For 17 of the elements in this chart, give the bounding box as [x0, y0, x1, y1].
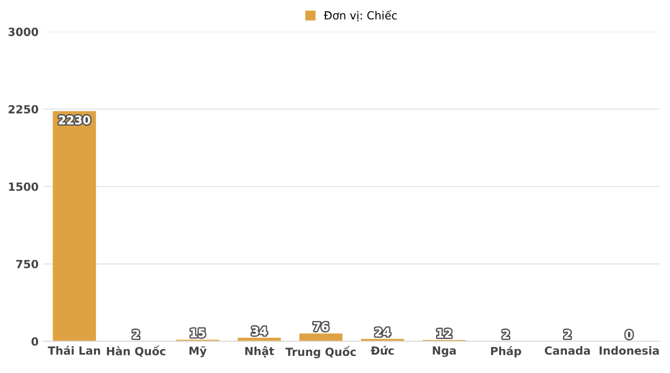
- x-tick-label: Thái Lan: [48, 346, 100, 355]
- x-tick-label: Canada: [544, 346, 590, 355]
- y-tick-label: 750: [16, 260, 38, 268]
- x-tick-label: Nga: [432, 346, 456, 357]
- y-tick-label: 3000: [8, 28, 38, 36]
- x-tick-label: Nhật: [245, 346, 274, 358]
- y-tick-label: 1500: [9, 182, 38, 191]
- y-tick-label: 2250: [8, 105, 38, 114]
- x-tick-label: Trung Quốc: [285, 346, 356, 358]
- x-tick-label: Hàn Quốc: [106, 345, 166, 357]
- x-tick-label: Mỹ: [190, 346, 207, 358]
- y-tick-label: 0: [31, 337, 38, 346]
- x-tick-label: Đức: [370, 346, 394, 355]
- data-label: 2230: [58, 116, 90, 124]
- legend-label: Đơn vị: Chiếc: [324, 10, 397, 22]
- x-tick-label: Indonesia: [600, 346, 659, 355]
- x-tick-label: Pháp: [491, 346, 522, 358]
